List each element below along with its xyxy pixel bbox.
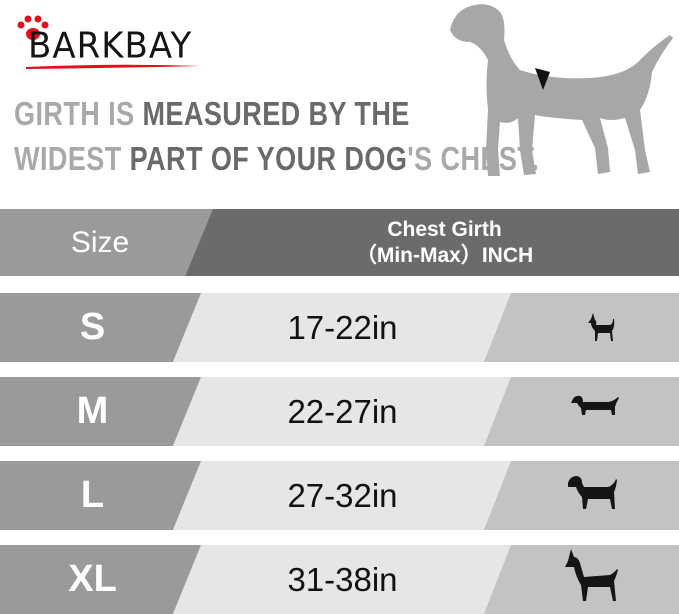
girth-value: 31-38in [287, 560, 398, 598]
girth-value: 27-32in [287, 476, 398, 514]
logo-underline [26, 64, 201, 69]
girth-value: 22-27in [287, 392, 398, 430]
headline-text: WIDEST [14, 140, 130, 177]
size-label: L [80, 474, 105, 516]
brand-name: BARKBAY [28, 25, 193, 67]
header-girth: Chest Girth （Min-Max）INCH [210, 209, 679, 276]
size-cell [0, 461, 201, 530]
paw-icon [17, 15, 49, 40]
size-cell [0, 545, 201, 614]
header-size-cell [0, 209, 213, 276]
header-girth-unit: （Min-Max）INCH [355, 243, 534, 267]
header-size: Size [70, 225, 130, 259]
chihuahua-icon [588, 313, 615, 341]
headline-text: PART OF YOUR DOG [129, 140, 408, 177]
size-label: M [76, 390, 109, 432]
headline-line1: GIRTH IS MEASURED BY THE [14, 95, 410, 133]
table-row: L 27-32in [0, 461, 679, 530]
girth-value: 17-22in [287, 308, 398, 346]
table-row: XL 31-38in [0, 545, 679, 614]
headline-text: MEASURED BY THE [142, 95, 410, 132]
table-row: S 17-22in [0, 293, 679, 362]
header-girth-title: Chest Girth [387, 217, 502, 241]
dachshund-icon [571, 395, 619, 415]
size-cell [0, 293, 201, 362]
headline-text: GIRTH IS [14, 95, 143, 132]
table-row: M 22-27in [0, 377, 679, 446]
size-cell [0, 377, 201, 446]
table-header: Size Chest Girth （Min-Max）INCH [0, 209, 679, 276]
labrador-icon [568, 476, 617, 509]
brand-logo: BARKBAY [14, 14, 201, 69]
headline-text: 'S CHEST. [407, 140, 540, 177]
size-label: S [79, 306, 106, 348]
headline-line2: WIDEST PART OF YOUR DOG'S CHEST. [14, 140, 539, 178]
measured-dog-illustration [450, 4, 673, 176]
size-label: XL [68, 558, 117, 600]
great-dane-icon [565, 549, 618, 601]
